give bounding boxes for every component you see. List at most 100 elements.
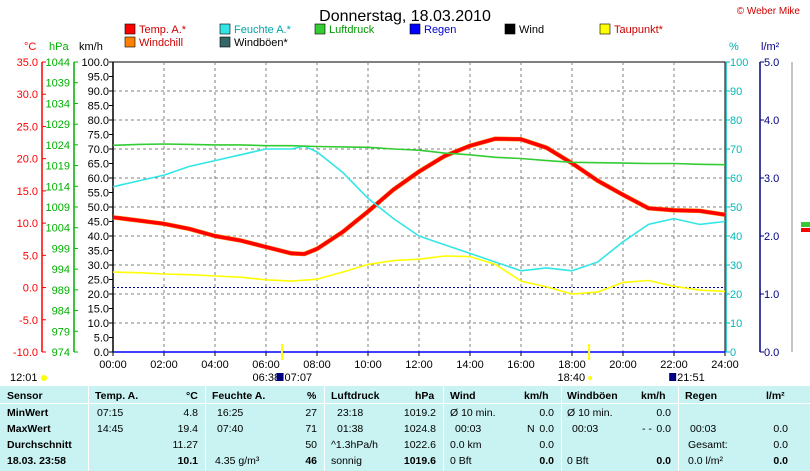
press-min-time: 23:18	[337, 407, 364, 419]
wind-axis-label: 0.0	[94, 347, 109, 359]
hdr-rain: Regen	[685, 390, 718, 402]
temp-max-value: 19.4	[177, 423, 198, 435]
legend-label: Feuchte A.*	[234, 24, 292, 36]
hdr-rain-unit: l/m²	[766, 390, 785, 402]
x-tick-label: 06:00	[252, 359, 280, 371]
wind-avg-label: 0.0 km	[450, 439, 482, 451]
humidity-axis-label: 0	[730, 347, 736, 359]
rain-max-value: 0.0	[773, 423, 788, 435]
x-tick-label: 00:00	[99, 359, 127, 371]
pressure-axis-label: 1009	[46, 202, 70, 214]
axis-unit-temp: °C	[24, 41, 36, 53]
x-tick-label: 10:00	[354, 359, 382, 371]
x-tick-label: 08:00	[303, 359, 331, 371]
axis-unit-humidity: %	[729, 41, 739, 53]
temp-avg-value: 11.27	[172, 439, 199, 451]
legend-label: Temp. A.*	[139, 24, 187, 36]
legend-label: Regen	[424, 24, 456, 36]
press-max-time: 01:38	[337, 423, 364, 435]
hdr-press-unit: hPa	[415, 390, 435, 402]
humid-avg-value: 50	[305, 439, 317, 451]
pressure-axis-label: 1004	[46, 223, 70, 235]
gust-now-label: 0 Bft	[567, 455, 589, 467]
legend-label: Luftdruck	[329, 24, 375, 36]
pressure-axis-label: 1029	[46, 119, 70, 131]
humid-max-time: 07:40	[217, 423, 244, 435]
markers: 12:01 06:38 07:07 18:40 21:51	[10, 344, 705, 384]
axis-unit-rain: l/m²	[761, 41, 780, 53]
series-line	[112, 143, 726, 166]
humid-max-value: 71	[305, 423, 317, 435]
x-tick-label: 16:00	[507, 359, 535, 371]
wind-axis-label: 20.0	[88, 289, 109, 301]
legend-label: Windböen*	[234, 37, 289, 49]
temp-max-time: 14:45	[97, 423, 124, 435]
marker-icon	[669, 373, 677, 381]
hdr-humid: Feuchte A.	[212, 390, 266, 402]
wind-axis-label: 40.0	[88, 231, 109, 243]
humidity-axis-label: 20	[730, 289, 742, 301]
legend-label: Taupunkt*	[614, 24, 664, 36]
rain-now-value: 0.0	[773, 455, 788, 467]
copyright: © Weber Mike	[737, 6, 801, 17]
humidity-axis-label: 40	[730, 231, 742, 243]
temp-now-value: 10.1	[177, 455, 198, 467]
humidity-axis-label: 100	[730, 57, 748, 69]
weather-chart: Donnerstag, 18.03.2010 © Weber Mike Temp…	[10, 6, 810, 384]
wind-axis-label: 100.0	[81, 57, 109, 69]
wind-max-dir: N	[527, 423, 535, 435]
wind-max-time: 00:03	[455, 423, 482, 435]
pressure-axis-label: 1044	[46, 57, 70, 69]
pressure-axis-label: 974	[52, 347, 70, 359]
pressure-axis-label: 999	[52, 243, 70, 255]
temp-axis-label: 25.0	[17, 121, 38, 133]
axis-unit-wind: km/h	[79, 41, 103, 53]
legend-swatch	[219, 36, 231, 48]
temp-axis-label: 15.0	[17, 186, 38, 198]
pressure-axis-label: 1034	[46, 98, 70, 110]
row-min-label: MinWert	[7, 407, 49, 419]
gust-max-dir: - -	[642, 423, 652, 435]
wind-now-value: 0.0	[539, 455, 554, 467]
wind-axis-label: 80.0	[88, 115, 109, 127]
legend-swatch	[314, 23, 326, 35]
series-line	[112, 255, 726, 295]
temp-axis-label: -5.0	[19, 315, 38, 327]
press-trend: ^1.3hPa/h	[331, 439, 378, 451]
chart-title: Donnerstag, 18.03.2010	[319, 8, 491, 25]
x-tick-label: 04:00	[201, 359, 229, 371]
x-tick-label: 02:00	[150, 359, 178, 371]
legend-swatch	[219, 23, 231, 35]
gust-max-time: 00:03	[572, 423, 599, 435]
temp-axis-label: 5.0	[23, 250, 38, 262]
rain-total-value: 0.0	[773, 439, 788, 451]
wind-axis-label: 25.0	[88, 275, 109, 287]
wind-axis-label: 35.0	[88, 246, 109, 258]
temp-min-time: 07:15	[97, 407, 124, 419]
x-tick-label: 22:00	[660, 359, 688, 371]
humid-min-value: 27	[305, 407, 317, 419]
legend-label: Wind	[519, 24, 544, 36]
legend-swatch	[599, 23, 611, 35]
axis-headers: °C hPa km/h% l/m²	[24, 41, 780, 53]
temp-axis-label: 10.0	[17, 218, 38, 230]
series-line	[112, 145, 726, 272]
legend: Temp. A.* Feuchte A.* Luftdruck Regen Wind Ta…	[124, 23, 664, 49]
wind-axis-label: 10.0	[88, 318, 109, 330]
rain-axis-label: 5.0	[764, 57, 779, 69]
wind-max-value: 0.0	[539, 423, 554, 435]
humidity-axis-label: 10	[730, 318, 742, 330]
temp-axis-label: 35.0	[17, 57, 38, 69]
gust-max-value: 0.0	[656, 423, 671, 435]
humid-abs: 4.35 g/m³	[215, 455, 260, 467]
marker-label: 21:51	[677, 372, 705, 384]
hdr-wind: Wind	[450, 390, 476, 402]
wind-axis-label: 50.0	[88, 202, 109, 214]
wind-now-label: 0 Bft	[450, 455, 472, 467]
humidity-axis-label: 70	[730, 144, 742, 156]
wind-min-value: 0.0	[539, 407, 554, 419]
press-max-value: 1024.8	[403, 423, 436, 435]
marker-dot	[588, 376, 593, 380]
wind-axis-label: 90.0	[88, 86, 109, 98]
humid-min-time: 16:25	[217, 407, 244, 419]
